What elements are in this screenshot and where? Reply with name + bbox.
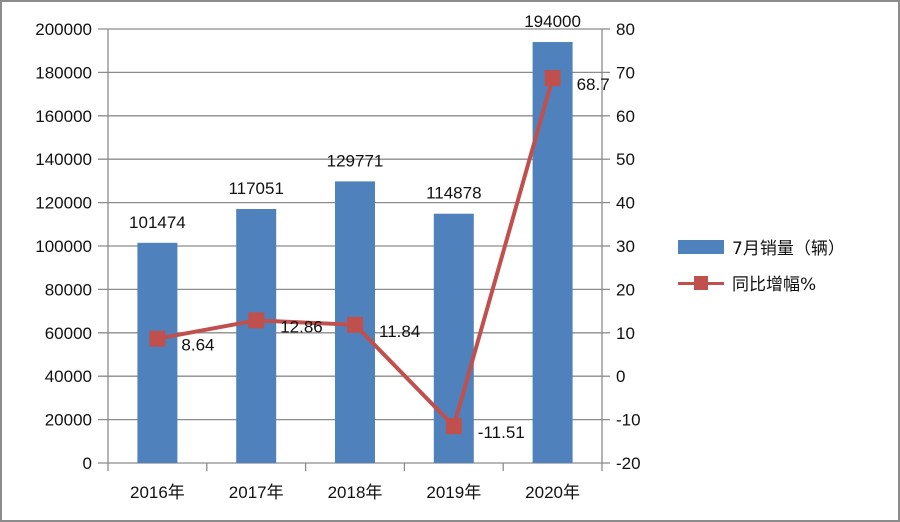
line-data-label: 8.64: [181, 336, 214, 355]
bar-data-label: 117051: [228, 179, 283, 198]
y-left-tick-label: 120000: [35, 194, 92, 213]
legend-label: 7月销量（辆）: [732, 239, 845, 259]
line-data-label: 11.84: [379, 322, 420, 341]
y-left-tick-label: 60000: [45, 324, 92, 343]
line-marker: [445, 418, 462, 435]
bar-data-label: 101474: [129, 213, 186, 232]
line-marker: [149, 330, 166, 347]
x-tick-label: 2016年: [130, 483, 185, 502]
bar-data-label: 114878: [426, 184, 481, 203]
line-data-label: 68.7: [577, 75, 610, 94]
x-tick-label: 2019年: [426, 483, 481, 502]
y-left-tick-label: 100000: [35, 237, 92, 256]
y-left-tick-label: 20000: [45, 411, 92, 430]
legend-item-growth: 同比增幅%: [678, 270, 816, 295]
bar: [137, 242, 178, 463]
y-right-tick-label: 70: [616, 63, 635, 82]
y-left-tick-label: 80000: [45, 280, 92, 299]
y-left-tick-label: 200000: [35, 20, 92, 39]
bar: [236, 208, 277, 463]
x-tick-label: 2017年: [229, 483, 284, 502]
y-left-tick-label: 160000: [35, 107, 92, 126]
y-right-tick-label: -20: [616, 454, 641, 473]
y-left-tick-label: 40000: [45, 367, 92, 386]
y-right-tick-label: 50: [616, 150, 635, 169]
bar-data-label: 194000: [524, 12, 581, 31]
bar: [532, 42, 573, 464]
y-right-tick-label: 60: [616, 107, 635, 126]
line-data-label: 12.86: [280, 317, 323, 336]
y-right-tick-label: 40: [616, 194, 635, 213]
line-data-label: -11.51: [478, 423, 525, 442]
legend-bar-swatch: [678, 239, 724, 254]
y-left-tick-label: 0: [83, 454, 92, 473]
y-left-tick-label: 180000: [35, 63, 92, 82]
y-left-tick-label: 140000: [35, 150, 92, 169]
legend-line-swatch: [678, 275, 724, 290]
legend-item-sales: 7月销量（辆）: [678, 234, 845, 259]
line-marker: [248, 312, 265, 329]
x-tick-label: 2020年: [525, 483, 580, 502]
bar-data-label: 129771: [327, 151, 384, 170]
y-right-tick-label: -10: [616, 411, 641, 430]
y-right-tick-label: 30: [616, 237, 635, 256]
y-right-tick-label: 0: [616, 367, 625, 386]
y-right-tick-label: 80: [616, 20, 635, 39]
x-tick-label: 2018年: [328, 483, 383, 502]
legend-label: 同比增幅%: [732, 275, 817, 295]
y-right-tick-label: 20: [616, 280, 635, 299]
line-marker: [347, 316, 363, 333]
y-right-tick-label: 10: [616, 324, 635, 343]
line-marker: [544, 70, 561, 87]
